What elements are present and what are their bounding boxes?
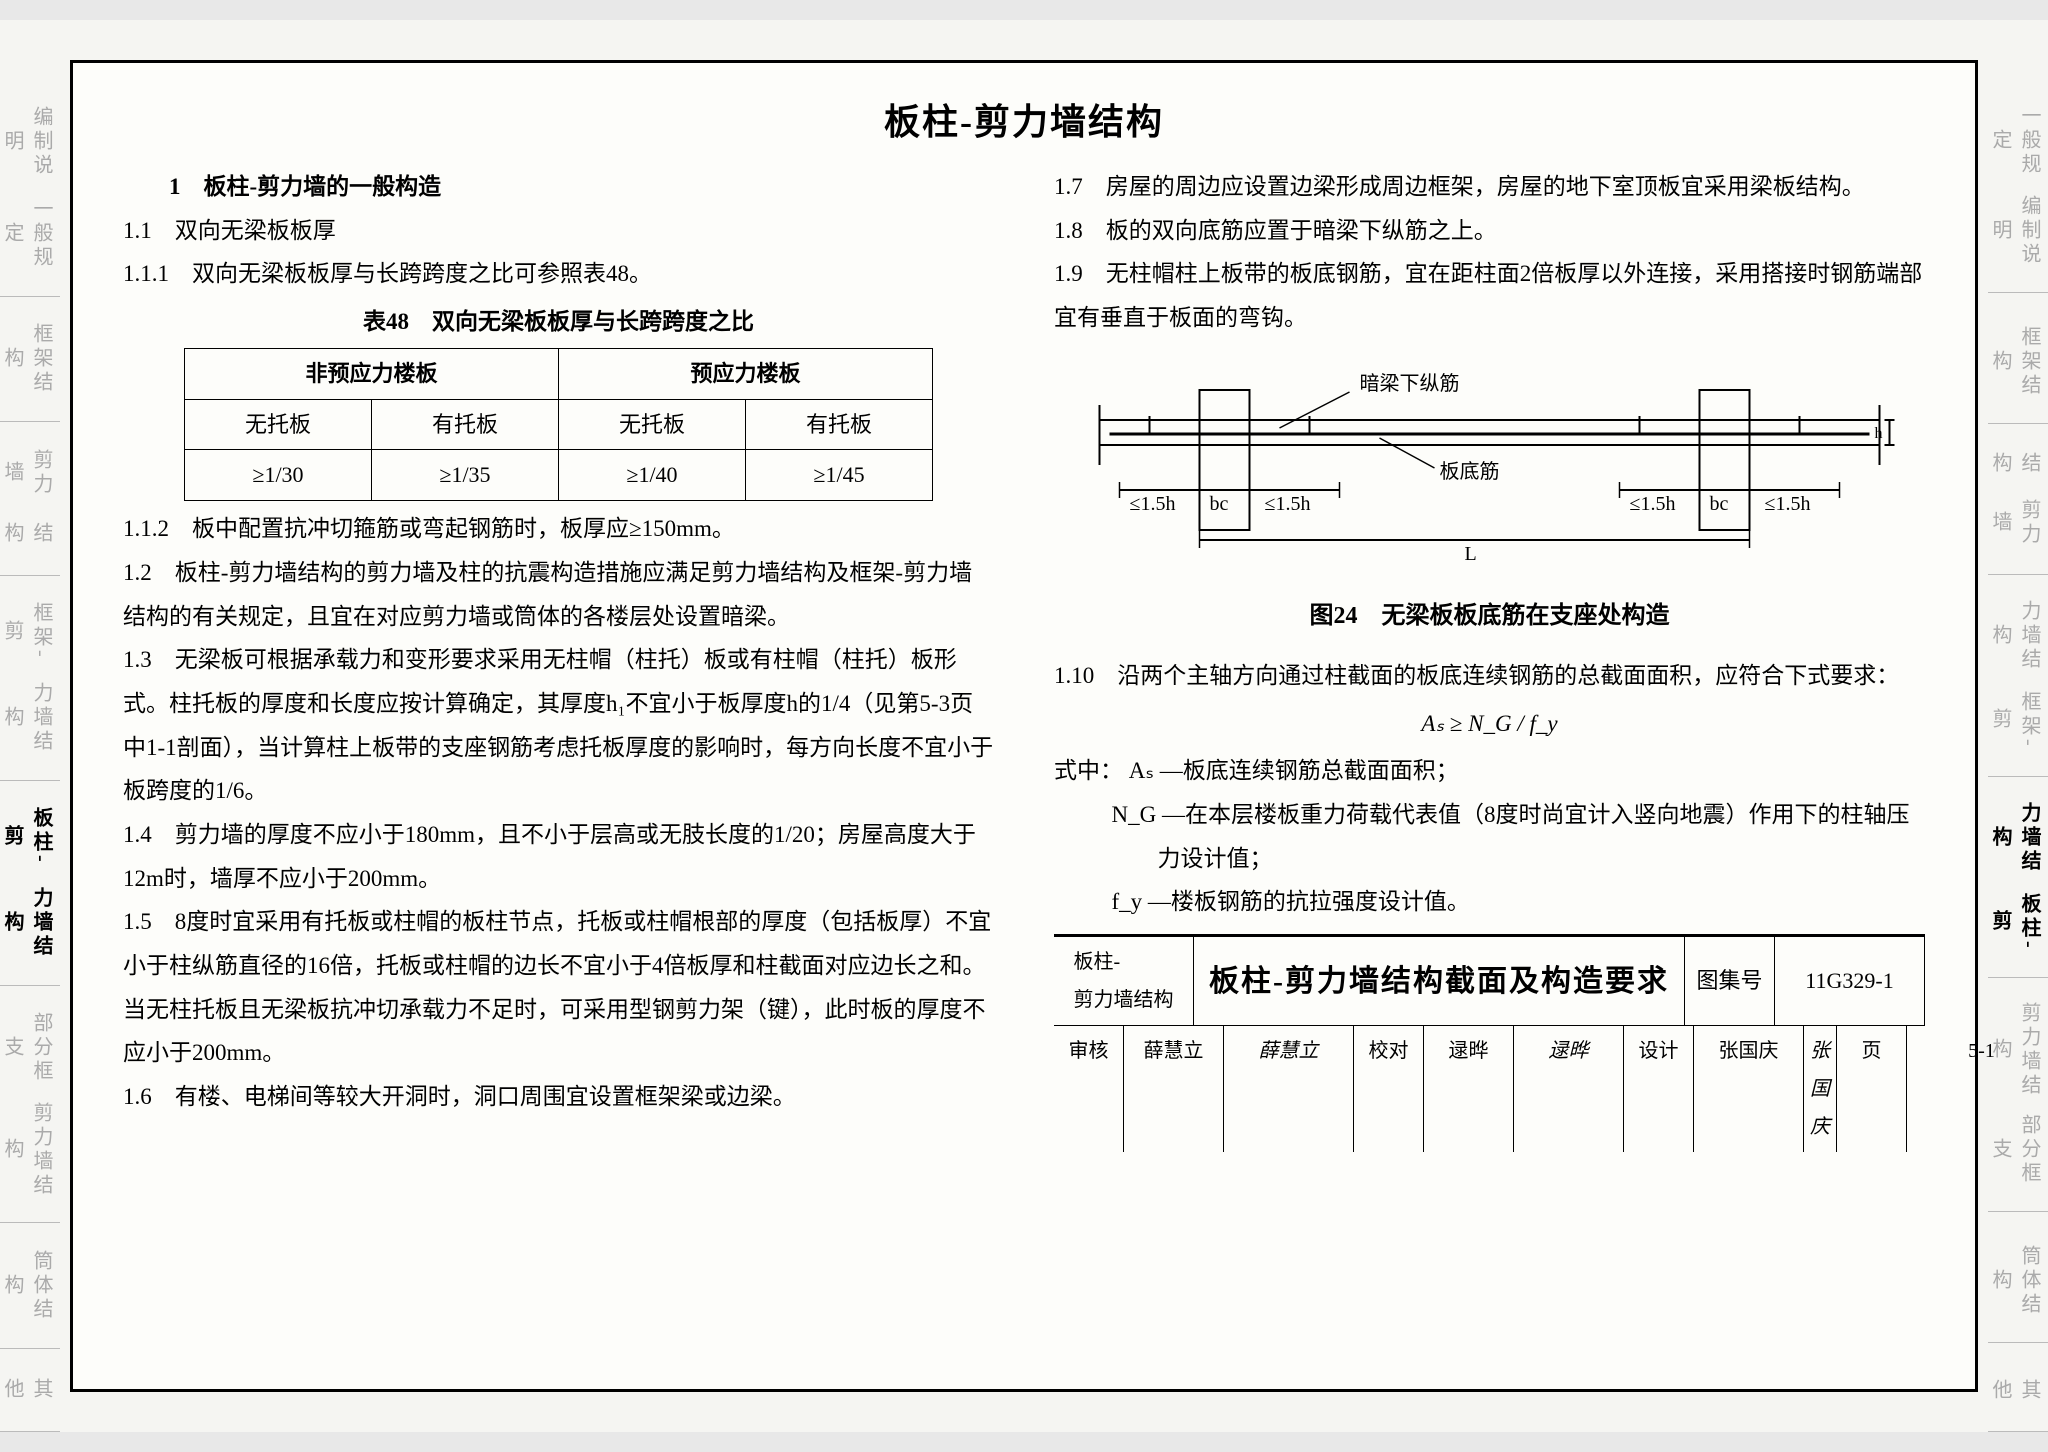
para-1-8: 1.8 板的双向底筋应置于暗梁下纵筋之上。 (1054, 209, 1925, 253)
document-sheet: 编制说明一般规定框架结构剪力墙结构框架-剪力墙结构板柱-剪力墙结构部分框支剪力墙… (0, 20, 2048, 1432)
diagram-label-top: 暗梁下纵筋 (1360, 372, 1460, 395)
section-tab[interactable]: 剪力墙结构部分框支 (1988, 978, 2048, 1212)
where-3: f_y —楼板钢筋的抗拉强度设计值。 (1054, 880, 1925, 924)
tb-category: 板柱- 剪力墙结构 (1054, 937, 1194, 1026)
figure-24-diagram: 暗梁下纵筋 板底筋 ≤1.5h bc ≤1.5h ≤1.5h bc ≤1.5h … (1054, 350, 1925, 570)
section-tab[interactable]: 板柱-剪力墙结构 (0, 781, 60, 986)
title-block: 板柱- 剪力墙结构 板柱-剪力墙结构截面及构造要求 图集号 11G329-1 (1054, 934, 1925, 1026)
th-c4: 有托板 (745, 399, 932, 450)
tb-cell: 页 (1837, 1026, 1907, 1152)
dim-1: ≤1.5h (1130, 493, 1176, 515)
section-tab[interactable]: 筒体结构 (0, 1223, 60, 1348)
tb-cell: 设计 (1624, 1026, 1694, 1152)
para-1-3: 1.3 无梁板可根据承载力和变形要求采用无柱帽（柱托）板或有柱帽（柱托）板形式。… (123, 638, 994, 813)
left-tab-strip: 编制说明一般规定框架结构剪力墙结构框架-剪力墙结构板柱-剪力墙结构部分框支剪力墙… (0, 20, 60, 1432)
tb-set-label: 图集号 (1685, 937, 1775, 1026)
section-tab[interactable]: 编制说明一般规定 (0, 80, 60, 297)
dim-2: ≤1.5h (1265, 493, 1311, 515)
th-nonprestress: 非预应力楼板 (184, 348, 558, 399)
title-block-row2: 审核薛慧立薛慧立校对逯晔逯晔设计张国庆张国庆页5-1 (1054, 1026, 1925, 1152)
tb-cell: 逯晔 (1514, 1026, 1624, 1152)
section-tab[interactable]: 框架结构 (1988, 293, 2048, 424)
para-1-1-2: 1.1.2 板中配置抗冲切箍筋或弯起钢筋时，板厚应≥150mm。 (123, 507, 994, 551)
two-column-body: 1 板柱-剪力墙的一般构造 1.1 双向无梁板板厚 1.1.1 双向无梁板板厚与… (123, 165, 1925, 1379)
dim-h: h (1875, 425, 1883, 442)
diagram-label-bottom: 板底筋 (1440, 460, 1500, 483)
table-48: 非预应力楼板 预应力楼板 无托板 有托板 无托板 有托板 ≥1/30 ≥1/35… (184, 348, 933, 501)
section-tab[interactable]: 一般规定编制说明 (1988, 80, 2048, 293)
para-1-7: 1.7 房屋的周边应设置边梁形成周边框架，房屋的地下室顶板宜采用梁板结构。 (1054, 165, 1925, 209)
para-1-9: 1.9 无柱帽柱上板带的板底钢筋，宜在距柱面2倍板厚以外连接，采用搭接时钢筋端部… (1054, 252, 1925, 339)
section-tab[interactable]: 剪力墙结构 (0, 422, 60, 575)
dim-bc1: bc (1210, 493, 1229, 515)
section-tab[interactable]: 结构剪力墙 (1988, 424, 2048, 575)
tb-drawing-name: 板柱-剪力墙结构截面及构造要求 (1194, 937, 1685, 1026)
right-tab-strip: 一般规定编制说明框架结构结构剪力墙力墙结构框架-剪力墙结构板柱-剪剪力墙结构部分… (1988, 20, 2048, 1432)
tb-set-number: 11G329-1 (1775, 937, 1925, 1026)
table48-caption: 表48 双向无梁板板厚与长跨跨度之比 (123, 300, 994, 344)
tb-cell: 逯晔 (1424, 1026, 1514, 1152)
dim-bc2: bc (1710, 493, 1729, 515)
para-1-1-1: 1.1.1 双向无梁板板厚与长跨跨度之比可参照表48。 (123, 252, 994, 296)
section-tab[interactable]: 其他 (1988, 1343, 2048, 1432)
para-1-5: 1.5 8度时宜采用有托板或柱帽的板柱节点，托板或柱帽根部的厚度（包括板厚）不宜… (123, 900, 994, 1075)
tb-cell: 张国庆 (1804, 1026, 1837, 1152)
section-tab[interactable]: 筒体结构 (1988, 1212, 2048, 1343)
section-tab[interactable]: 其他 (0, 1349, 60, 1432)
tb-cell: 张国庆 (1694, 1026, 1804, 1152)
tb-cell: 校对 (1354, 1026, 1424, 1152)
section-tab[interactable]: 框架结构 (0, 297, 60, 422)
para-1-4: 1.4 剪力墙的厚度不应小于180mm，且不小于层高或无肢长度的1/20；房屋高… (123, 813, 994, 900)
td-4: ≥1/45 (745, 450, 932, 501)
where-label: 式中： (1054, 758, 1123, 783)
para-1-6: 1.6 有楼、电梯间等较大开洞时，洞口周围宜设置框架梁或边梁。 (123, 1075, 994, 1119)
th-prestress: 预应力楼板 (558, 348, 932, 399)
td-3: ≥1/40 (558, 450, 745, 501)
td-1: ≥1/30 (184, 450, 371, 501)
where: 式中： Aₛ —板底连续钢筋总截面面积； (1054, 749, 1925, 793)
section-tab[interactable]: 部分框支剪力墙结构 (0, 986, 60, 1224)
th-c3: 无托板 (558, 399, 745, 450)
para-1-1: 1.1 双向无梁板板厚 (123, 209, 994, 253)
tb-cell: 薛慧立 (1224, 1026, 1354, 1152)
dim-4: ≤1.5h (1765, 493, 1811, 515)
th-c1: 无托板 (184, 399, 371, 450)
left-column: 1 板柱-剪力墙的一般构造 1.1 双向无梁板板厚 1.1.1 双向无梁板板厚与… (123, 165, 994, 1379)
formula-As: Aₛ ≥ N_G / f_y (1054, 702, 1925, 746)
title-block-wrap: 板柱- 剪力墙结构 板柱-剪力墙结构截面及构造要求 图集号 11G329-1 审… (1054, 934, 1925, 1152)
page-frame: 板柱-剪力墙结构 1 板柱-剪力墙的一般构造 1.1 双向无梁板板厚 1.1.1… (70, 60, 1978, 1392)
page-title: 板柱-剪力墙结构 (123, 93, 1925, 145)
section-tab[interactable]: 框架-剪力墙结构 (0, 576, 60, 781)
figure-24-caption: 图24 无梁板板底筋在支座处构造 (1054, 594, 1925, 640)
dim-3: ≤1.5h (1630, 493, 1676, 515)
tb-cell: 审核 (1054, 1026, 1124, 1152)
para-1-2: 1.2 板柱-剪力墙结构的剪力墙及柱的抗震构造措施应满足剪力墙结构及框架-剪力墙… (123, 551, 994, 638)
td-2: ≥1/35 (371, 450, 558, 501)
section-tab[interactable]: 力墙结构框架-剪 (1988, 575, 2048, 777)
where-2: N_G —在本层楼板重力荷载代表值（8度时尚宜计入竖向地震）作用下的柱轴压力设计… (1054, 793, 1925, 880)
where-1: Aₛ —板底连续钢筋总截面面积； (1129, 758, 1459, 783)
para-1-10: 1.10 沿两个主轴方向通过柱截面的板底连续钢筋的总截面面积，应符合下式要求： (1054, 654, 1925, 698)
section-tab[interactable]: 力墙结构板柱-剪 (1988, 777, 2048, 979)
heading-1: 1 板柱-剪力墙的一般构造 (123, 165, 994, 209)
th-c2: 有托板 (371, 399, 558, 450)
right-column: 1.7 房屋的周边应设置边梁形成周边框架，房屋的地下室顶板宜采用梁板结构。 1.… (1054, 165, 1925, 1379)
tb-cell: 薛慧立 (1124, 1026, 1224, 1152)
dim-L: L (1465, 543, 1477, 565)
